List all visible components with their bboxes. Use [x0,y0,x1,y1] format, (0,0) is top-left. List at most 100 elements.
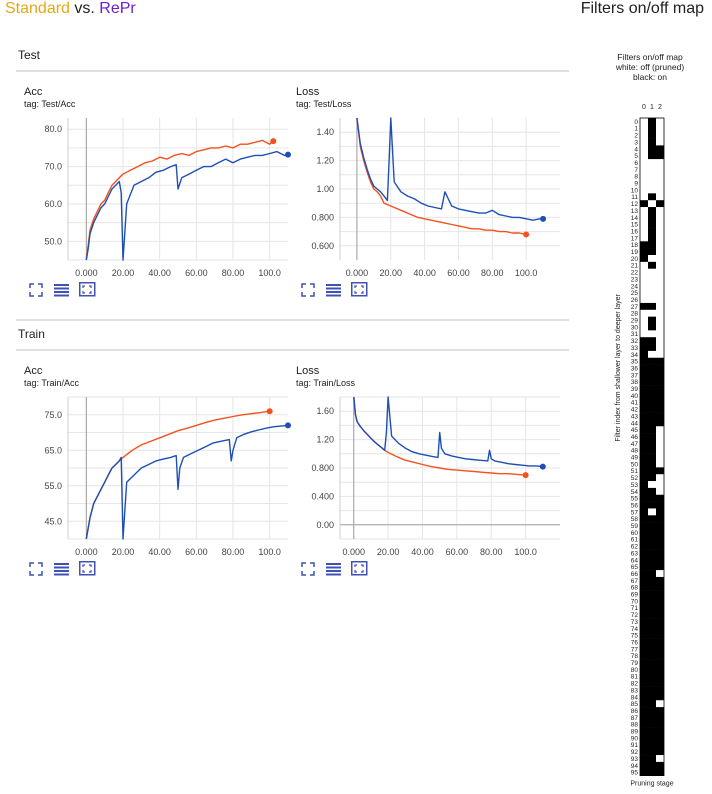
heatmap-cell [640,645,648,653]
row-label: 92 [631,749,639,756]
heatmap-cell [640,289,648,297]
heatmap-cell [648,289,656,297]
list-icon[interactable] [326,563,341,576]
fit-domain-icon[interactable] [79,561,96,576]
heatmap-cell [640,768,648,776]
expand-icon-corner [310,562,315,567]
heatmap-cell [648,494,656,502]
card-tag: tag: Train/Loss [296,378,356,388]
section-train-label[interactable]: Train [18,327,45,341]
x-tick-label: 100.0 [258,268,281,278]
list-icon[interactable] [54,563,69,576]
list-icon-bar [326,570,341,572]
list-icon-bar [54,287,69,290]
row-label: 95 [631,770,639,777]
heatmap-cell [648,645,656,653]
train-loss-toolbar [300,561,374,582]
fit-domain-icon[interactable] [351,282,368,297]
chart-toolbar-icons[interactable] [28,282,102,298]
series-end-point [539,463,546,470]
test-acc-toolbar [28,282,102,303]
heatmap-cell [640,350,648,359]
list-icon-bar [326,573,341,576]
expand-icon[interactable] [301,283,315,297]
list-icon[interactable] [54,284,69,297]
heatmap-cell [656,378,664,386]
row-label: 76 [631,639,639,646]
row-label: 16 [631,228,639,235]
heatmap-cell [640,556,648,564]
heatmap-cell [656,501,664,509]
expand-icon-corner [38,562,43,567]
heatmap-cell [640,118,648,126]
fit-domain-icon-arrows [354,285,364,294]
heatmap-cell [648,590,656,598]
heatmap-cell [656,261,664,269]
heatmap-cell [656,200,664,208]
heatmap-cell [648,179,656,187]
heatmap-cell [656,741,664,749]
heatmap-cell [648,549,656,557]
heatmap-cell [648,741,656,749]
heatmap-cell [648,350,656,359]
x-tick-label: 100.0 [514,547,537,557]
row-label: 73 [631,619,639,626]
x-axis-title: Pruning stage [630,781,673,788]
filters-map-title: Filters on/off map [580,0,704,17]
row-label: 63 [631,550,639,557]
fit-domain-icon[interactable] [79,282,96,297]
heatmap-cell [648,234,656,242]
list-icon-bar [54,573,69,576]
heatmap-cell [656,487,664,496]
heatmap-cell [640,522,648,530]
x-tick-label: 40.00 [413,268,436,278]
chart-toolbar-icons[interactable] [28,561,102,577]
row-label: 67 [631,578,639,585]
heatmap-cell [648,241,656,249]
heatmap-cell [640,179,648,187]
heatmap-cell [640,467,648,475]
heatmap-cell [648,624,656,633]
heatmap-cell [640,241,648,249]
row-label: 81 [631,674,639,681]
expand-icon[interactable] [29,283,43,297]
heatmap-cell [640,755,648,763]
y-tick-label: 55.0 [44,481,62,491]
heatmap-cell [640,453,648,461]
heatmap-cell [648,220,656,228]
filters-heatmap: 0 1 20123456789101112131415161718192021222… [615,104,674,788]
fit-domain-icon[interactable] [351,561,368,576]
heatmap-cell [640,734,648,742]
row-label: 74 [631,626,639,633]
heatmap-cell [656,172,664,180]
heatmap-cell [648,378,656,386]
section-test-label[interactable]: Test [18,48,41,62]
heatmap-cell [648,124,656,132]
heatmap-cell [648,364,656,372]
x-tick-label: 0.000 [342,547,365,557]
y-tick-label: 50.0 [44,236,62,246]
chart-toolbar-icons[interactable] [300,561,374,577]
heatmap-cell [656,309,664,317]
heatmap-cell [640,460,648,468]
heatmap-cell [648,323,656,331]
y-tick-label: 65.0 [44,445,62,455]
expand-icon[interactable] [301,562,315,576]
list-icon-bar [326,294,341,297]
x-tick-label: 60.00 [446,547,469,557]
x-tick-label: 80.00 [481,268,504,278]
x-tick-label: 40.00 [411,547,434,557]
heatmap-cell [640,426,648,434]
chart-toolbar-icons[interactable] [300,282,374,298]
expand-icon[interactable] [29,562,43,576]
heatmap-cell [656,638,664,646]
heatmap-cell [648,535,656,543]
heatmap-cell [648,412,656,420]
standard-label: Standard [5,0,70,17]
list-icon-bar [54,570,69,572]
row-label: 4 [634,146,638,153]
list-icon-bar [326,566,341,569]
heatmap-cell [656,159,664,167]
row-label: 24 [631,283,639,290]
list-icon[interactable] [326,284,341,297]
